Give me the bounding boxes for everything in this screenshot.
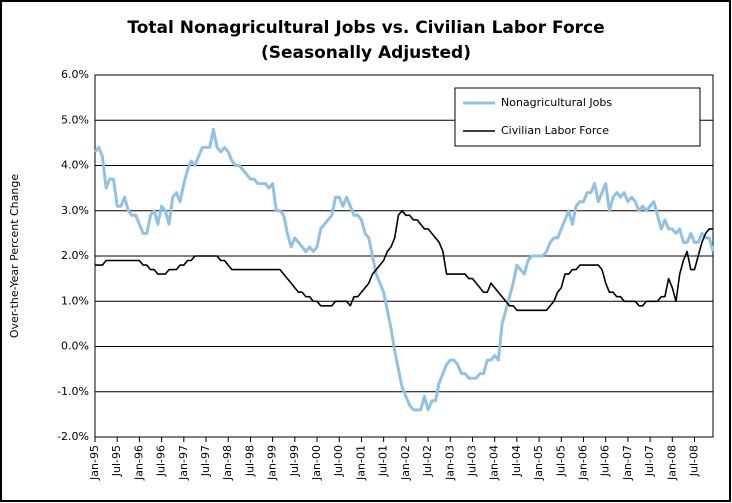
- x-tick-label: Jul-08: [687, 445, 700, 477]
- y-tick-label: 6.0%: [61, 68, 89, 81]
- x-tick-label: Jul-04: [510, 445, 523, 477]
- x-tick-label: Jul-05: [554, 445, 567, 477]
- x-tick-label: Jan-97: [177, 445, 190, 481]
- x-tick-label: Jul-07: [643, 445, 656, 477]
- x-tick-label: Jul-99: [288, 445, 301, 477]
- chart-title: Total Nonagricultural Jobs vs. Civilian …: [127, 18, 604, 38]
- x-tick-label: Jul-06: [599, 445, 612, 477]
- x-tick-label: Jul-97: [199, 445, 212, 477]
- chart-title: (Seasonally Adjusted): [261, 43, 471, 63]
- series-line: [95, 210, 713, 312]
- x-tick-label: Jan-04: [488, 445, 501, 481]
- x-tick-label: Jan-96: [132, 445, 145, 481]
- y-tick-label: 0.0%: [61, 340, 89, 353]
- x-tick-label: Jul-02: [421, 445, 434, 477]
- y-tick-label: 5.0%: [61, 113, 89, 126]
- x-tick-label: Jan-98: [221, 445, 234, 481]
- y-axis-label: Over-the-Year Percent Change: [8, 174, 21, 338]
- x-tick-label: Jan-02: [399, 445, 412, 481]
- x-tick-label: Jul-98: [243, 445, 256, 477]
- x-tick-label: Jul-96: [155, 445, 168, 477]
- x-tick-label: Jan-06: [576, 445, 589, 481]
- x-tick-label: Jan-01: [354, 445, 367, 481]
- y-tick-label: 4.0%: [61, 159, 89, 172]
- x-tick-label: Jan-03: [443, 445, 456, 481]
- y-tick-label: 1.0%: [61, 294, 89, 307]
- y-tick-label: 2.0%: [61, 249, 89, 262]
- y-tick-label: 3.0%: [61, 204, 89, 217]
- legend-box: [454, 87, 701, 147]
- legend-label: Civilian Labor Force: [501, 124, 609, 137]
- x-tick-label: Jul-95: [110, 445, 123, 477]
- legend-label: Nonagricultural Jobs: [501, 96, 612, 109]
- x-tick-label: Jan-99: [266, 445, 279, 481]
- x-tick-label: Jan-07: [621, 445, 634, 481]
- x-tick-label: Jul-00: [332, 445, 345, 477]
- x-tick-label: Jul-01: [377, 445, 390, 477]
- y-tick-label: -1.0%: [57, 385, 89, 398]
- series-line: [93, 127, 715, 412]
- x-tick-label: Jul-03: [465, 445, 478, 477]
- x-tick-label: Jan-95: [88, 445, 101, 481]
- x-tick-label: Jan-05: [532, 445, 545, 481]
- plot-border: [94, 74, 714, 438]
- x-tick-label: Jan-00: [310, 445, 323, 481]
- x-tick-label: Jan-08: [665, 445, 678, 481]
- y-tick-label: -2.0%: [57, 430, 89, 443]
